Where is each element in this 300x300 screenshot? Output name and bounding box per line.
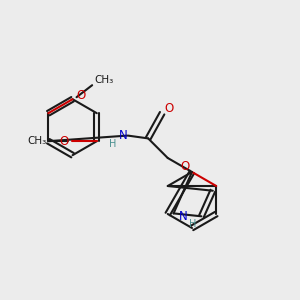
Text: H: H <box>189 219 196 230</box>
Text: O: O <box>180 160 190 173</box>
Text: N: N <box>118 129 127 142</box>
Text: CH₃: CH₃ <box>94 75 114 85</box>
Text: CH₃: CH₃ <box>28 136 47 146</box>
Text: O: O <box>59 135 68 148</box>
Text: N: N <box>179 210 188 223</box>
Text: O: O <box>76 89 85 102</box>
Text: O: O <box>164 102 174 115</box>
Text: H: H <box>109 139 117 148</box>
